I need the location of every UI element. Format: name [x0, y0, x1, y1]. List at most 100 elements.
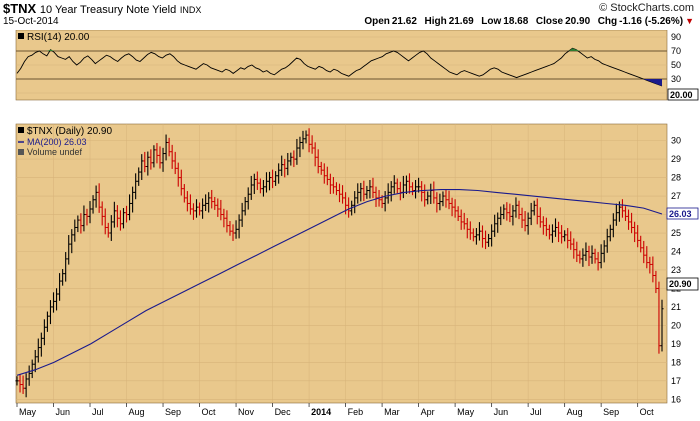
price-bar [642, 240, 646, 264]
price-bar [82, 205, 86, 232]
price-bar [33, 349, 37, 373]
price-bar [417, 177, 421, 193]
rsi-current-text: 20.00 [670, 90, 693, 100]
price-bar [103, 208, 107, 235]
price-bar [216, 198, 220, 217]
price-bar [340, 185, 345, 204]
price-bar [328, 173, 332, 195]
high-value: 21.69 [448, 16, 474, 27]
price-bar [109, 215, 113, 241]
quote-summary: Open 21.62 High 21.69 Low 18.68 Close 20.90 … [362, 16, 694, 27]
price-bar [654, 270, 658, 294]
price-bar [639, 235, 643, 253]
price-bar [140, 154, 144, 180]
price-bar [194, 199, 199, 218]
price-bar [477, 222, 482, 241]
price-bar [85, 208, 89, 226]
price-bar [225, 210, 229, 233]
x-tick-label: Oct [202, 407, 217, 417]
x-tick-label: Sep [165, 407, 181, 417]
price-bar [289, 152, 293, 166]
price-tick-label: 19 [671, 339, 681, 349]
price-bar [73, 219, 77, 242]
price-bar [423, 184, 427, 207]
price-tick-label: 25 [671, 228, 681, 238]
price-bar [134, 173, 138, 200]
price-tick-label: 16 [671, 394, 681, 404]
chg-label: Chg [597, 16, 618, 27]
price-tick-label: 23 [671, 265, 681, 275]
price-bar [517, 200, 521, 220]
x-tick-label: Oct [640, 407, 655, 417]
price-bar [170, 144, 174, 169]
price-bar [450, 197, 454, 217]
x-tick-label: Sep [603, 407, 619, 417]
price-bar [611, 213, 615, 238]
price-bar [395, 178, 399, 194]
price-bar [581, 248, 585, 267]
price-bar [79, 213, 83, 234]
symbol: $TNX [3, 1, 37, 16]
price-bar [535, 198, 539, 225]
rsi-current-value: 20.00 [667, 88, 699, 101]
close-value: 20.90 [565, 16, 591, 27]
price-bar [301, 130, 305, 150]
price-bar [374, 186, 378, 207]
price-bar [590, 245, 594, 264]
x-tick-label: Mar [384, 407, 400, 417]
price-bar [57, 273, 62, 301]
price-bar [383, 191, 387, 212]
price-bar [566, 228, 570, 249]
price-bar [362, 180, 366, 202]
x-tick-label: Jul [530, 407, 542, 417]
price-bar [121, 208, 126, 229]
price-tick-label: 29 [671, 154, 681, 164]
symbol-name: 10 Year Treasury Note Yield [39, 4, 177, 16]
price-bar [441, 191, 445, 207]
price-bar [94, 185, 98, 208]
price-bar [608, 224, 612, 242]
price-bar [137, 167, 141, 186]
price-bar [438, 193, 442, 211]
price-bar [593, 248, 597, 264]
price-bar [337, 183, 342, 203]
price-bar [267, 171, 272, 191]
stockcharts-logo[interactable]: © StockCharts.com [599, 2, 694, 14]
price-bar [219, 199, 223, 221]
x-tick-label: Jun [494, 407, 509, 417]
price-bar [371, 177, 375, 199]
price-current-box [666, 277, 699, 291]
price-bar [334, 182, 339, 196]
price-bar [143, 151, 147, 173]
price-bar [404, 175, 409, 195]
price-bar [307, 128, 311, 153]
price-bar [444, 189, 448, 208]
price-bar [392, 175, 396, 194]
price-bar [459, 209, 463, 230]
price-bar [100, 201, 104, 226]
price-bar [532, 200, 536, 216]
volume-legend-swatch [18, 149, 24, 155]
price-tick-label: 18 [671, 357, 681, 367]
price-bar [578, 250, 582, 264]
price-bar [490, 224, 494, 247]
x-tick-label: Aug [129, 407, 145, 417]
price-tick-label: 28 [671, 173, 681, 183]
price-bar [453, 199, 457, 218]
price-bar [45, 311, 50, 332]
price-bar [541, 216, 545, 235]
price-bar [161, 147, 165, 172]
price-bar [115, 205, 120, 228]
price-bar [331, 177, 336, 194]
rsi-legend-text: RSI(14) 20.00 [27, 32, 90, 43]
price-bar [486, 233, 491, 247]
price-bar [538, 207, 542, 228]
rsi-tick-label: 90 [671, 32, 681, 42]
price-bar [106, 222, 110, 238]
price-bar [298, 136, 302, 158]
rsi-legend: RSI(14) 20.00 [18, 32, 90, 43]
tnx-legend-text: $TNX (Daily) 20.90 [27, 126, 112, 137]
price-bar [660, 299, 664, 352]
x-axis: May Jun Jul Aug Sep Oct Nov Dec 2014 Feb Mar Apr May… [16, 403, 655, 417]
price-bar [520, 207, 524, 229]
